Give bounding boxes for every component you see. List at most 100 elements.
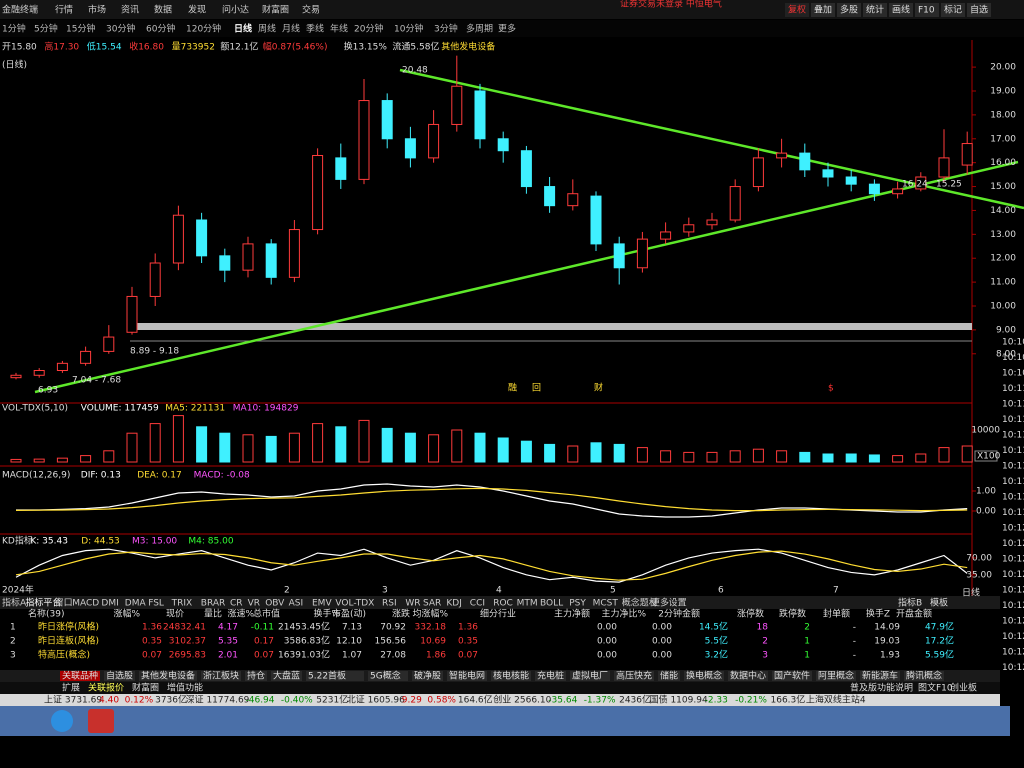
start-button[interactable] <box>51 710 73 732</box>
period-tab[interactable]: 120分钟 <box>186 23 221 35</box>
bottom-tab[interactable]: 自选股 <box>106 670 133 682</box>
period-tab[interactable]: 更多 <box>498 23 516 35</box>
menu-item[interactable]: 发现 <box>188 4 206 16</box>
menu-item[interactable]: 市场 <box>88 4 106 16</box>
sub-tab[interactable]: 创业板 <box>950 682 977 694</box>
indicator-tab[interactable]: EMV <box>312 599 332 609</box>
indicator-tab[interactable]: DMI <box>101 599 118 609</box>
indicator-tab[interactable]: 指标平台 <box>25 597 61 609</box>
toolbar-label[interactable]: F10 <box>918 6 935 16</box>
indicator-tab[interactable]: FSL <box>148 599 164 609</box>
bottom-tab[interactable]: 虚拟电厂 <box>572 670 608 682</box>
indicator-tab[interactable]: BOLL <box>540 599 563 609</box>
bottom-tab-bg[interactable] <box>412 671 443 681</box>
sub-tab[interactable]: 财富圈 <box>132 682 159 694</box>
bottom-tab[interactable]: 充电桩 <box>537 670 564 682</box>
bottom-tab-bg[interactable] <box>904 671 944 681</box>
indicator-tab[interactable]: TRIX <box>171 599 193 609</box>
indicator-tab[interactable]: 日线 <box>962 587 980 599</box>
indicator-tab[interactable]: ASI <box>289 599 304 609</box>
indicator-tab[interactable]: MACD <box>72 599 99 609</box>
bottom-tab-bg[interactable] <box>271 671 302 681</box>
bottom-tab-bg[interactable] <box>306 671 364 681</box>
indicator-tab[interactable]: 模板 <box>930 597 948 609</box>
period-tab[interactable]: 10分钟 <box>394 23 423 35</box>
bottom-tab-bg[interactable] <box>104 671 135 681</box>
bottom-tab-bg[interactable] <box>535 671 566 681</box>
period-tab[interactable]: 30分钟 <box>106 23 135 35</box>
bottom-tab-bg[interactable] <box>201 671 241 681</box>
toolbar-button[interactable] <box>785 3 809 17</box>
toolbar-button[interactable] <box>941 3 965 17</box>
toolbar-label[interactable]: 统计 <box>866 4 884 16</box>
bottom-tab[interactable]: 关联品种 <box>62 670 98 682</box>
toolbar-button[interactable] <box>863 3 887 17</box>
indicator-tab[interactable]: OBV <box>265 599 285 609</box>
sub-tab[interactable]: 关联报价 <box>88 682 124 694</box>
menu-item[interactable]: 资讯 <box>121 5 139 16</box>
bottom-tab-bg[interactable] <box>728 671 768 681</box>
toolbar-button[interactable] <box>967 3 991 17</box>
app-icon[interactable] <box>88 709 114 733</box>
indicator-tab[interactable]: 窗口 <box>55 597 73 609</box>
menu-item[interactable]: 交易 <box>302 4 320 16</box>
bottom-tab[interactable]: 数据中心 <box>730 670 766 682</box>
sub-tab[interactable]: 扩展 <box>62 682 80 694</box>
bottom-tab-bg[interactable] <box>245 671 267 681</box>
toolbar-button[interactable] <box>915 3 939 17</box>
menu-item[interactable]: 行情 <box>55 4 73 16</box>
table-cell[interactable]: 特高压(概念) <box>38 649 90 661</box>
period-tab[interactable]: 20分钟 <box>354 23 383 35</box>
period-tab[interactable]: 周线 <box>258 23 276 35</box>
bottom-tab[interactable]: 高压快充 <box>616 670 652 682</box>
bottom-tab-bg[interactable] <box>614 671 654 681</box>
menu-item[interactable]: 数据 <box>154 4 172 16</box>
period-tab[interactable]: 日线 <box>234 23 252 35</box>
bottom-tab[interactable]: 新能源车 <box>862 670 898 682</box>
indicator-tab[interactable]: CR <box>230 599 243 609</box>
period-tab[interactable]: 1分钟 <box>2 23 26 35</box>
period-tab[interactable]: 多周期 <box>466 23 493 35</box>
bottom-tab-bg[interactable] <box>816 671 856 681</box>
period-tab[interactable]: 季线 <box>306 23 324 35</box>
bottom-tab-bg[interactable] <box>368 671 408 681</box>
period-tab[interactable]: 5分钟 <box>34 23 58 35</box>
bottom-tab[interactable]: 其他发电设备 <box>141 670 195 682</box>
indicator-tab[interactable]: PSY <box>569 599 586 609</box>
bottom-tab-bg[interactable] <box>570 671 610 681</box>
indicator-tab[interactable]: SAR <box>423 599 441 609</box>
toolbar-button[interactable] <box>889 3 913 17</box>
indicator-tab[interactable]: RSI <box>382 599 397 609</box>
period-tab[interactable]: 月线 <box>282 23 300 35</box>
bottom-tab-bg[interactable] <box>772 671 812 681</box>
bottom-tab-bg[interactable] <box>139 671 197 681</box>
indicator-tab[interactable]: DMA <box>125 599 147 609</box>
bottom-tab-bg[interactable] <box>684 671 724 681</box>
toolbar-button[interactable] <box>811 3 835 17</box>
menu-item[interactable]: 财富圈 <box>262 4 289 16</box>
menu-item[interactable]: 问小达 <box>222 4 249 16</box>
indicator-tab[interactable]: 设置 <box>669 598 687 609</box>
table-cell[interactable]: 昨日涨停(风格) <box>38 621 99 633</box>
bottom-tab[interactable]: 5.22首板 <box>308 670 346 682</box>
indicator-tab[interactable]: ROC <box>493 599 513 609</box>
indicator-tab[interactable]: VOL-TDX <box>335 599 374 609</box>
indicator-tab[interactable]: 更多 <box>651 597 669 609</box>
indicator-tab[interactable]: MTM <box>517 599 538 609</box>
period-tab[interactable]: 15分钟 <box>66 23 95 35</box>
menu-item[interactable]: 金融终端 <box>2 4 38 16</box>
bottom-tab[interactable]: 储能 <box>660 670 678 682</box>
bottom-tab-bg[interactable] <box>447 671 487 681</box>
indicator-tab[interactable]: 指标A <box>2 597 27 609</box>
toolbar-label[interactable]: 多股 <box>840 4 858 16</box>
period-tab[interactable]: 3分钟 <box>434 23 458 35</box>
toolbar-label[interactable]: 画线 <box>892 4 910 16</box>
indicator-tab[interactable]: MCST <box>593 599 619 609</box>
indicator-tab[interactable]: WR <box>405 599 420 609</box>
bottom-tab-bg[interactable] <box>60 671 100 681</box>
period-tab[interactable]: 60分钟 <box>146 23 175 35</box>
bottom-tab[interactable]: 阿里概念 <box>818 670 854 682</box>
bottom-tab[interactable]: 换电概念 <box>686 670 722 682</box>
toolbar-label[interactable]: 标记 <box>944 4 962 16</box>
sub-tab[interactable]: 普及版功能说明 <box>850 682 913 694</box>
